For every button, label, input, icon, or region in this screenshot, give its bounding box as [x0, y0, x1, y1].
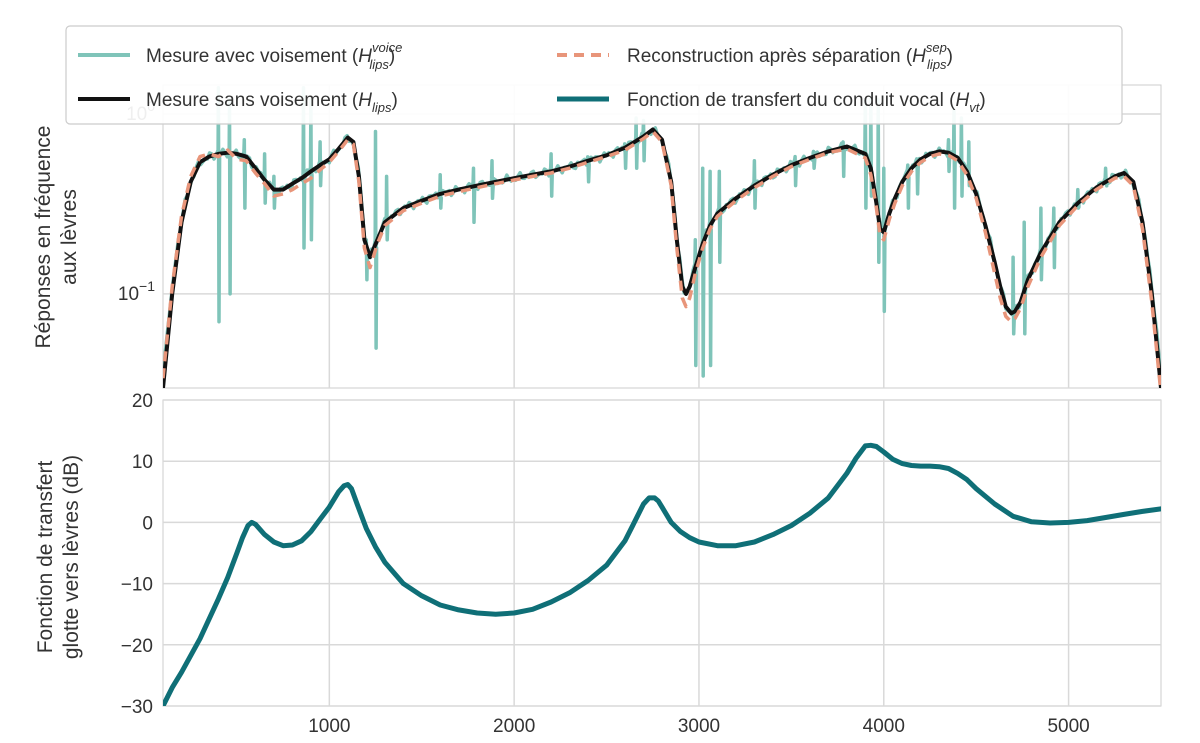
y-axis-label: Réponses en fréquence: [32, 126, 55, 349]
y-tick-label: −20: [121, 636, 153, 657]
series-lips-line: [163, 127, 1161, 388]
x-tick-label: 1000: [308, 716, 350, 737]
legend-label: Mesure sans voisement (Hlips): [146, 90, 398, 115]
bottom-panel: 20 10 0 −10 −20 −30 1000 2000 3000 4000 5000 Foncti…: [34, 391, 1162, 737]
y-axis-label: glotte vers lèvres (dB): [60, 455, 83, 659]
legend-box: [65, 25, 1123, 125]
legend-label: Reconstruction après séparation (Hsep lip…: [627, 40, 953, 72]
x-tick-label: 2000: [493, 716, 535, 737]
x-tick-label: 3000: [678, 716, 720, 737]
legend: Mesure avec voisement (Hvoice lips) Recons…: [65, 25, 1123, 125]
y-axis-label: Fonction de transfert: [34, 461, 57, 654]
x-tick-label: 5000: [1047, 716, 1089, 737]
y-tick-label: 20: [132, 391, 153, 412]
y-tick-label: 0: [142, 513, 153, 534]
x-tick-label: 4000: [863, 716, 905, 737]
y-tick-label: −30: [121, 697, 153, 718]
series-sep-line: [163, 129, 1161, 388]
legend-label: Fonction de transfert du conduit vocal (…: [627, 90, 986, 115]
legend-label: Mesure avec voisement (Hvoice lips): [146, 40, 402, 72]
series-vt-line: [163, 442, 1161, 706]
y-tick-label: −10: [121, 575, 153, 596]
y-tick-label: 10−1: [118, 278, 155, 305]
y-tick-label: 10: [132, 452, 153, 473]
plot-area: [162, 399, 1162, 707]
y-axis-label: aux lèvres: [58, 189, 81, 285]
